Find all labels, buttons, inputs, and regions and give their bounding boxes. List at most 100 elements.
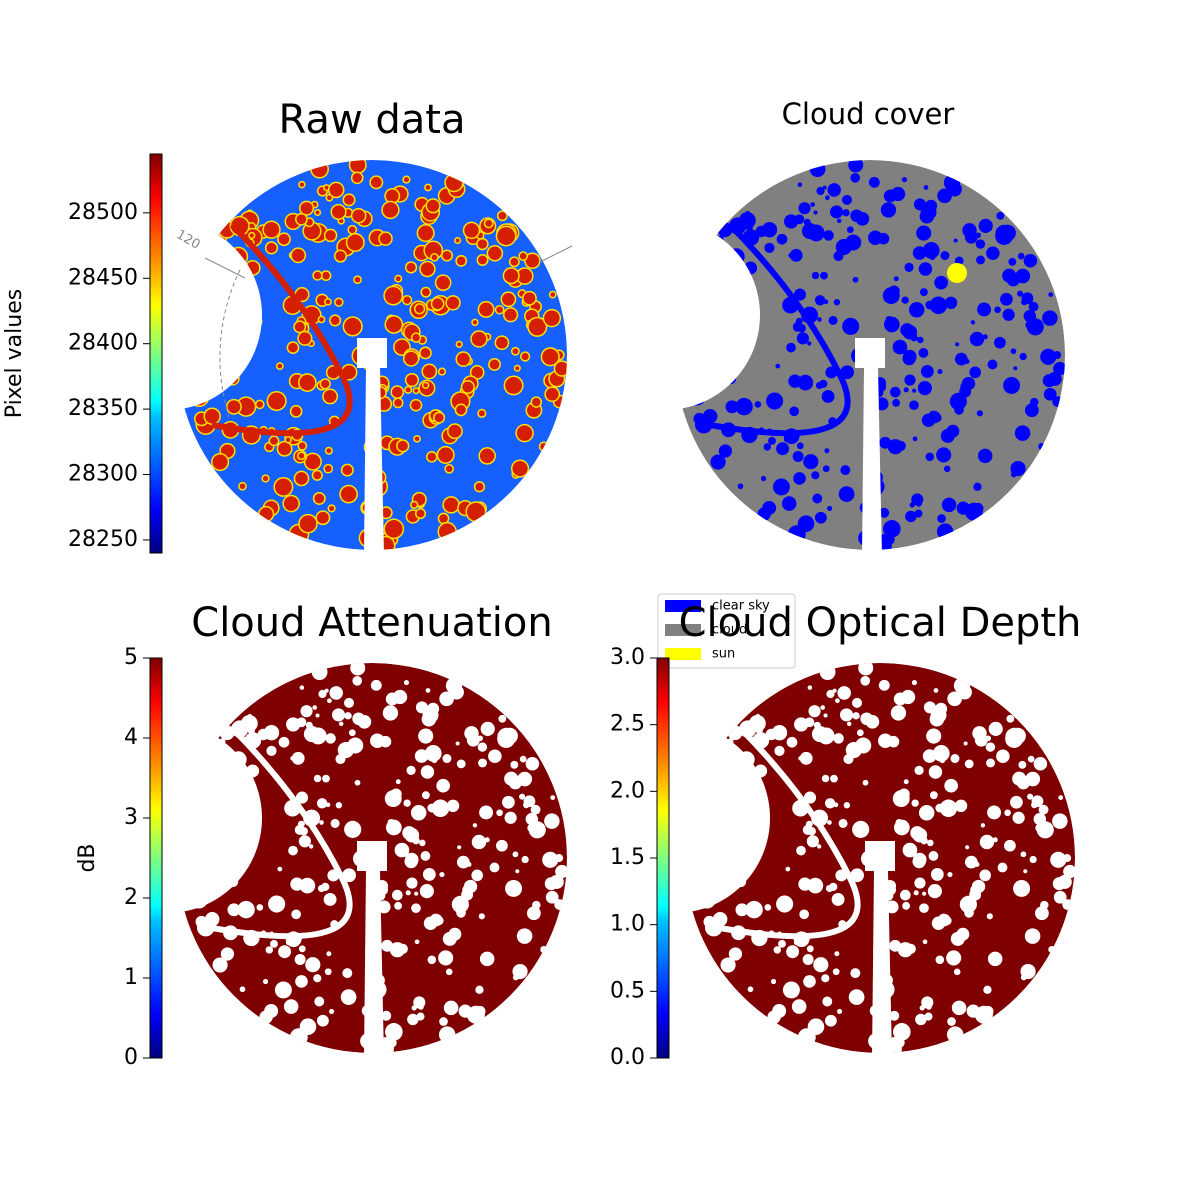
sky-blob xyxy=(821,774,830,783)
sky-blob xyxy=(985,735,991,742)
sky-blob xyxy=(1028,301,1039,312)
sky-blob xyxy=(329,505,335,511)
sky-blob xyxy=(397,943,408,954)
sky-blob xyxy=(418,728,434,744)
sky-blob xyxy=(827,183,841,197)
sky-blob xyxy=(960,381,972,393)
sky-blob xyxy=(237,900,255,919)
sky-blob xyxy=(532,397,541,407)
sky-streak xyxy=(211,222,353,437)
sky-blob xyxy=(1057,874,1072,889)
sky-blob xyxy=(893,692,907,706)
sky-blob xyxy=(994,336,1006,349)
sky-blob xyxy=(735,903,749,917)
sky-blob xyxy=(416,509,425,518)
colorbar-tick-label: 28500 xyxy=(68,200,138,225)
sky-blob xyxy=(883,316,900,333)
sky-blob xyxy=(745,900,763,919)
sky-blob xyxy=(903,387,909,393)
legend-swatch xyxy=(665,600,701,612)
sky-blob xyxy=(411,1005,417,1011)
sky-blob xyxy=(953,238,958,243)
sky-blob xyxy=(348,226,356,234)
legend-swatch xyxy=(665,624,701,636)
sky-blob xyxy=(773,946,782,954)
sky-blob xyxy=(997,862,1008,873)
sky-blob xyxy=(419,884,434,899)
sky-blob xyxy=(979,869,991,882)
sky-blob xyxy=(1033,756,1048,771)
sky-blob xyxy=(544,310,560,326)
sky-blob xyxy=(385,316,402,333)
sky-blob xyxy=(964,908,974,918)
sky-blob xyxy=(917,336,924,344)
panel: Raw data 28250 28300 28350 28400 28450 28500 Pi… xyxy=(2,97,573,555)
sky-blob xyxy=(530,804,541,815)
sky-blob xyxy=(344,317,362,335)
sky-blob xyxy=(278,442,292,456)
sky-blob xyxy=(842,209,850,217)
sky-blob xyxy=(977,448,993,464)
sky-blob xyxy=(797,374,814,391)
sky-blob xyxy=(288,342,298,353)
sky-blob xyxy=(1017,252,1025,260)
sky-blob xyxy=(299,877,316,894)
sky-blob xyxy=(1013,879,1031,897)
sky-blob xyxy=(781,496,797,511)
sky-blob xyxy=(414,436,420,442)
sky-blob xyxy=(319,317,324,322)
sky-blob xyxy=(403,296,411,304)
sky-blob xyxy=(1010,460,1026,477)
sky-blob xyxy=(330,818,340,828)
sky-blob xyxy=(421,791,430,800)
sky-blob xyxy=(941,497,957,513)
sky-blob xyxy=(951,1000,967,1016)
sky-blob xyxy=(761,222,778,238)
sky-blob xyxy=(504,811,517,824)
sky-blob xyxy=(477,239,488,249)
sky-blob xyxy=(785,866,791,872)
sky-blob xyxy=(827,505,833,511)
sky-blob xyxy=(850,968,861,979)
sky-blob xyxy=(421,288,430,297)
sky-blob xyxy=(1043,387,1057,401)
horizon-cut xyxy=(72,220,262,410)
sky-blob xyxy=(796,332,809,345)
sky-blob xyxy=(850,173,861,183)
sky-blob xyxy=(803,791,817,804)
sky-blob xyxy=(348,729,356,737)
sky-blob xyxy=(816,844,822,849)
sky-blob xyxy=(905,943,916,954)
sky-blob xyxy=(807,1018,825,1035)
sky-blob xyxy=(959,895,977,913)
sky-blob xyxy=(963,741,968,746)
sky-blob xyxy=(316,798,328,809)
sky-blob xyxy=(446,799,460,813)
sky-blob xyxy=(766,392,784,410)
sky-blob xyxy=(1020,963,1036,980)
sky-blob xyxy=(928,851,939,861)
sky-blob xyxy=(786,736,798,748)
sky-blob xyxy=(379,735,392,748)
sky-blob xyxy=(325,802,331,808)
sky-blob xyxy=(298,835,311,848)
sky-blob xyxy=(316,1014,329,1027)
sky-blob xyxy=(391,386,403,398)
sky-blob xyxy=(445,677,463,694)
sky-blob xyxy=(1000,292,1013,306)
sky-blob xyxy=(771,725,788,741)
sky-blob xyxy=(940,801,951,813)
sky-blob xyxy=(822,185,827,190)
sky-blob xyxy=(496,839,508,852)
sky-blob xyxy=(448,927,462,941)
sky-blob xyxy=(914,877,926,889)
sky-blob xyxy=(212,454,228,470)
panel: Cloud cover clear sky cloud sun xyxy=(570,97,1065,669)
sky-blob xyxy=(760,475,767,482)
sky-blob xyxy=(502,795,515,809)
sky-blob xyxy=(814,511,827,524)
sky-blob xyxy=(841,194,853,205)
sky-blob xyxy=(540,945,548,954)
sky-blob xyxy=(1025,771,1041,787)
sky-blob xyxy=(757,736,762,741)
